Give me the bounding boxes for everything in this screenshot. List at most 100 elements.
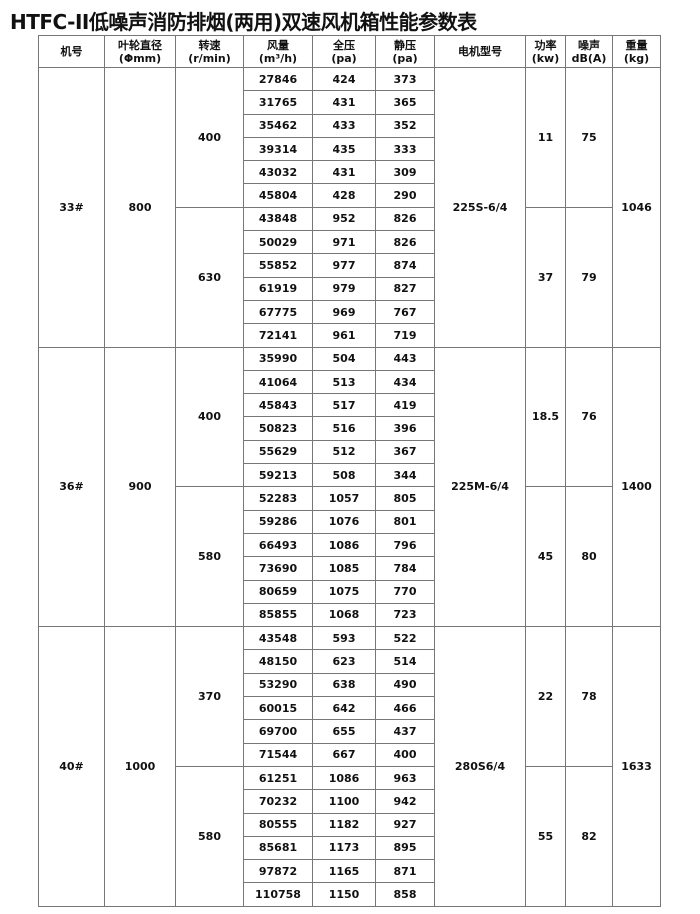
total-pressure-cell: 1086 — [312, 532, 376, 558]
table-row: 40# 1000 370 43548 593 522 280S6/4 22 78 1633 — [38, 626, 661, 907]
total-pressure-cell: 517 — [312, 393, 376, 418]
airflow-cell: 59286 — [243, 509, 313, 534]
header-label: 噪声 — [578, 38, 600, 52]
airflow-cell: 45843 — [243, 393, 313, 418]
speed-cell: 370 — [175, 626, 244, 767]
total-pressure-cell: 961 — [312, 323, 376, 348]
table-row: 33# 800 400 27846 424 373 225S-6/4 11 75 1046 — [38, 66, 661, 348]
total-pressure-cell: 1150 — [312, 882, 376, 907]
table-row: 43032 431 309 — [39, 160, 661, 185]
header-unit: (Φmm) — [118, 51, 162, 65]
table-row: 45804 428 290 — [39, 183, 661, 208]
total-pressure-cell: 952 — [312, 206, 376, 232]
header-unit: (r/min) — [188, 51, 231, 65]
static-pressure-cell: 767 — [375, 299, 435, 325]
table-row: 73690 1085 784 — [39, 556, 661, 581]
total-pressure-cell: 1165 — [312, 859, 376, 884]
airflow-cell: 50823 — [243, 416, 313, 441]
motor-cell: 225S-6/4 — [434, 67, 526, 348]
total-pressure-cell: 1068 — [312, 602, 376, 628]
table-row: 39314 435 333 — [39, 136, 661, 162]
airflow-cell: 80555 — [243, 812, 313, 837]
total-pressure-cell: 623 — [312, 649, 376, 674]
static-pressure-cell: 770 — [375, 579, 435, 604]
airflow-cell: 61251 — [243, 765, 313, 791]
total-pressure-cell: 435 — [312, 136, 376, 162]
airflow-cell: 85855 — [243, 602, 313, 628]
total-pressure-cell: 1057 — [312, 486, 376, 511]
total-pressure-cell: 969 — [312, 299, 376, 325]
static-pressure-cell: 784 — [375, 556, 435, 581]
weight-cell: 1400 — [612, 346, 661, 628]
total-pressure-cell: 433 — [312, 113, 376, 138]
static-pressure-cell: 396 — [375, 416, 435, 441]
total-pressure-cell: 977 — [312, 253, 376, 278]
header-label: 转速 — [198, 38, 221, 52]
total-pressure-cell: 655 — [312, 719, 376, 744]
airflow-cell: 55852 — [243, 253, 313, 278]
header-unit: (kw) — [531, 51, 560, 65]
speed-cell: 630 — [175, 206, 244, 348]
airflow-cell: 71544 — [243, 742, 313, 767]
header-unit: (pa) — [331, 51, 357, 65]
airflow-cell: 43032 — [243, 160, 313, 185]
table-row: 71544 667 400 — [39, 742, 661, 767]
static-pressure-cell: 490 — [375, 672, 435, 698]
static-pressure-cell: 344 — [375, 463, 435, 488]
static-pressure-cell: 963 — [375, 765, 435, 791]
static-pressure-cell: 434 — [375, 369, 435, 395]
page-title: HTFC-II低噪声消防排烟(两用)双速风机箱性能参数表 — [10, 10, 477, 34]
total-pressure-cell: 424 — [312, 66, 376, 92]
airflow-cell: 45804 — [243, 183, 313, 208]
table-row: 50823 516 396 — [39, 416, 661, 441]
header-label: 风量 — [267, 38, 289, 52]
table-row: 53290 638 490 — [39, 672, 661, 698]
header-label: 全压 — [333, 38, 355, 52]
diameter-cell: 900 — [104, 346, 176, 628]
table-row: 69700 655 437 — [39, 719, 661, 744]
header-label: 电机型号 — [458, 45, 502, 58]
total-pressure-cell: 971 — [312, 230, 376, 255]
total-pressure-cell: 516 — [312, 416, 376, 441]
static-pressure-cell: 719 — [375, 323, 435, 348]
noise-cell: 80 — [565, 486, 613, 628]
static-pressure-cell: 723 — [375, 602, 435, 628]
total-pressure-cell: 431 — [312, 90, 376, 115]
static-pressure-cell: 805 — [375, 486, 435, 511]
weight-cell: 1633 — [612, 626, 661, 907]
table-row: 35462 433 352 — [39, 113, 661, 138]
total-pressure-cell: 1173 — [312, 835, 376, 861]
speed-cell: 400 — [175, 67, 244, 208]
table-row: 67775 969 767 — [39, 299, 661, 325]
table-row: 50029 971 826 — [39, 230, 661, 255]
total-pressure-cell: 638 — [312, 672, 376, 698]
header-unit: (kg) — [623, 51, 650, 65]
airflow-cell: 53290 — [243, 672, 313, 698]
airflow-cell: 73690 — [243, 556, 313, 581]
static-pressure-cell: 466 — [375, 696, 435, 721]
static-pressure-cell: 522 — [375, 626, 435, 651]
airflow-cell: 55629 — [243, 439, 313, 465]
table-row: 97872 1165 871 — [39, 859, 661, 884]
static-pressure-cell: 942 — [375, 789, 435, 814]
static-pressure-cell: 858 — [375, 882, 435, 907]
static-pressure-cell: 796 — [375, 532, 435, 558]
column-header: 功率 (kw) — [525, 35, 566, 68]
table-row: 70232 1100 942 — [39, 789, 661, 814]
column-header: 叶轮直径 (Φmm) — [104, 35, 176, 68]
total-pressure-cell: 1100 — [312, 789, 376, 814]
column-header: 静压 (pa) — [375, 35, 435, 68]
static-pressure-cell: 826 — [375, 230, 435, 255]
header-unit: dB(A) — [571, 51, 607, 65]
static-pressure-cell: 333 — [375, 136, 435, 162]
total-pressure-cell: 1182 — [312, 812, 376, 837]
static-pressure-cell: 871 — [375, 859, 435, 884]
total-pressure-cell: 1086 — [312, 765, 376, 791]
power-cell: 22 — [525, 626, 566, 767]
header-label: 机号 — [60, 45, 83, 58]
header-label: 重量 — [625, 38, 648, 52]
total-pressure-cell: 1085 — [312, 556, 376, 581]
airflow-cell: 43548 — [243, 626, 313, 651]
static-pressure-cell: 443 — [375, 346, 435, 371]
airflow-cell: 110758 — [243, 882, 313, 907]
